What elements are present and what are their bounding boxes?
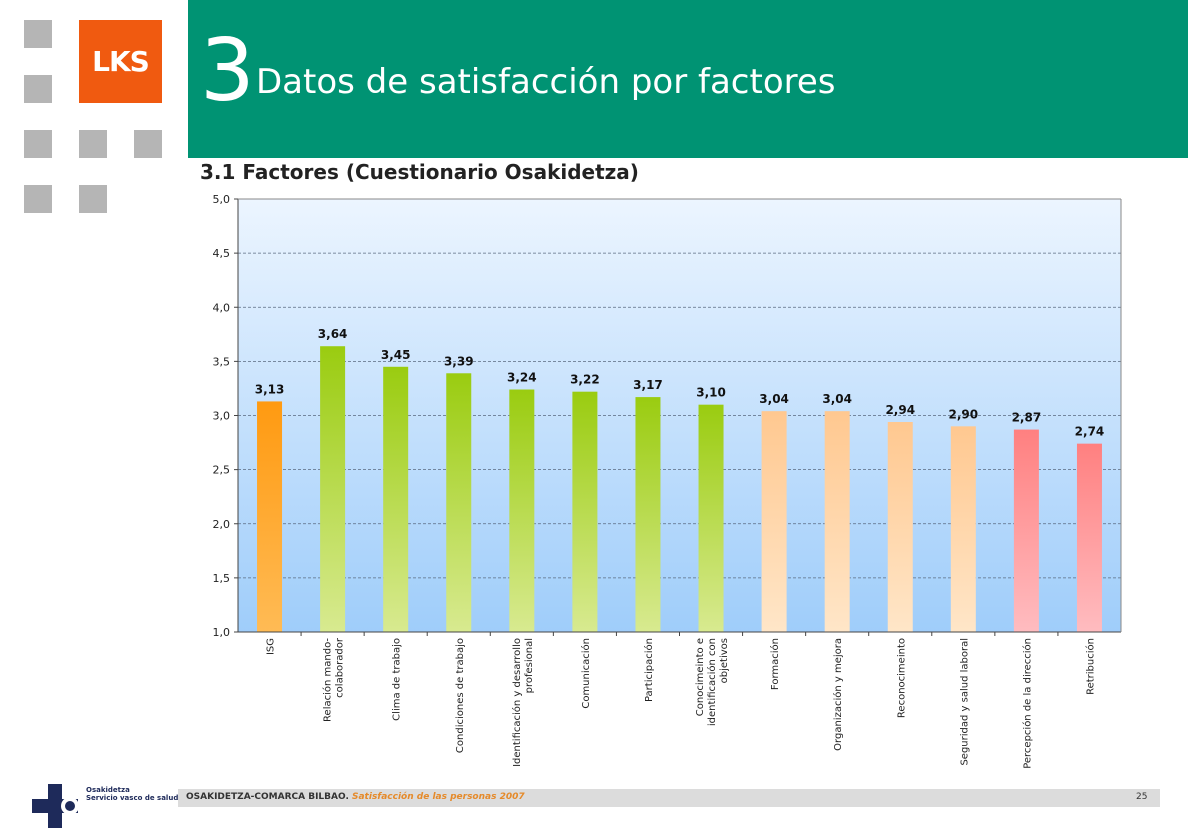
y-tick-label: 1,0 [213,626,231,639]
bar-value-label: 3,22 [570,373,600,387]
x-category-label: Organización y mejora [832,638,844,751]
x-category-label: Clima de trabajo [392,638,403,721]
bar-value-label: 2,94 [885,403,915,417]
bar-value-label: 3,64 [318,327,348,341]
decor-square [24,185,52,213]
decor-square [79,185,107,213]
bar [320,346,346,632]
x-category-label: Participación [643,638,655,702]
x-category-label: Conocimeinto e [695,638,706,716]
decor-square [24,130,52,158]
bar-value-label: 3,39 [444,354,474,368]
bar [383,366,409,632]
x-category-label: Reconocimeinto [896,638,907,718]
y-tick-label: 3,5 [213,355,231,368]
x-category-label: ISG [266,638,277,655]
bar [761,411,787,632]
y-tick-label: 1,5 [213,572,231,585]
bar-value-label: 3,13 [255,382,285,396]
x-category-label: Comunicación [580,638,592,709]
bar [1076,443,1102,632]
bar-chart: 1,0 1,5 2,0 2,5 3,0 3,5 4,0 4,5 5,0 3,13 3,64 3,45… [213,193,1122,769]
footer-org: OSAKIDETZA-COMARCA BILBAO. Satisfacción … [186,792,525,802]
decor-square [134,130,162,158]
decor-square [79,130,107,158]
bar [950,426,976,632]
y-tick-label: 4,5 [213,247,231,260]
osakidetza-logo-icon [32,784,79,832]
brand-line2: Servicio vasco de salud [86,794,179,802]
x-category-label: colaborador [335,637,346,698]
y-tick-label: 5,0 [213,193,231,206]
y-tick-label: 2,5 [213,464,231,477]
bar-value-label: 2,90 [949,407,979,421]
x-category-label: identificación con [706,638,718,726]
bar [887,421,913,632]
y-tick-label: 3,0 [213,410,231,423]
x-category-label: Formación [769,638,781,690]
lks-logo: LKS [79,20,162,103]
page-number: 25 [1136,792,1148,802]
bar [698,404,724,632]
x-category-label: Condiciones de trabajo [455,638,466,753]
bar-value-label: 3,04 [759,392,789,406]
x-category-label: objetivos [719,638,730,683]
footer-org-name: OSAKIDETZA-COMARCA BILBAO. [186,792,349,802]
bar [446,373,472,632]
decor-square [24,75,52,103]
y-tick-label: 4,0 [213,301,231,314]
bar [572,391,598,632]
bar [509,389,535,632]
bar-value-label: 3,04 [822,392,852,406]
y-tick-label: 2,0 [213,518,231,531]
section-number: 3 [200,21,255,121]
x-category-label: Identificación y desarrollo [511,638,523,767]
bar-value-label: 3,24 [507,371,537,385]
bar [824,411,850,632]
x-category-label: Seguridad y salud laboral [959,638,970,766]
bar-value-label: 3,10 [696,386,726,400]
x-category-label: Percepción de la dirección [1021,638,1033,769]
bar [635,397,661,632]
osakidetza-brand: Osakidetza Servicio vasco de salud [86,786,178,802]
x-category-label: profesional [524,638,535,693]
bar-value-label: 2,87 [1012,411,1042,425]
bar [257,401,283,632]
footer-subtitle: Satisfacción de las personas 2007 [352,792,525,802]
footer-bar [178,789,1160,807]
bar-value-label: 2,74 [1075,425,1105,439]
x-category-label: Retribución [1084,638,1096,695]
decor-square [24,20,52,48]
bar-value-label: 3,45 [381,348,411,362]
brand-line1: Osakidetza [86,786,130,794]
bar-value-label: 3,17 [633,378,663,392]
x-category-label: Relación mando- [322,638,334,722]
page-title: Datos de satisfacción por factores [256,62,836,102]
chart-subtitle: 3.1 Factores (Cuestionario Osakidetza) [200,160,639,184]
bar [1013,429,1039,632]
header-band [188,0,1188,158]
